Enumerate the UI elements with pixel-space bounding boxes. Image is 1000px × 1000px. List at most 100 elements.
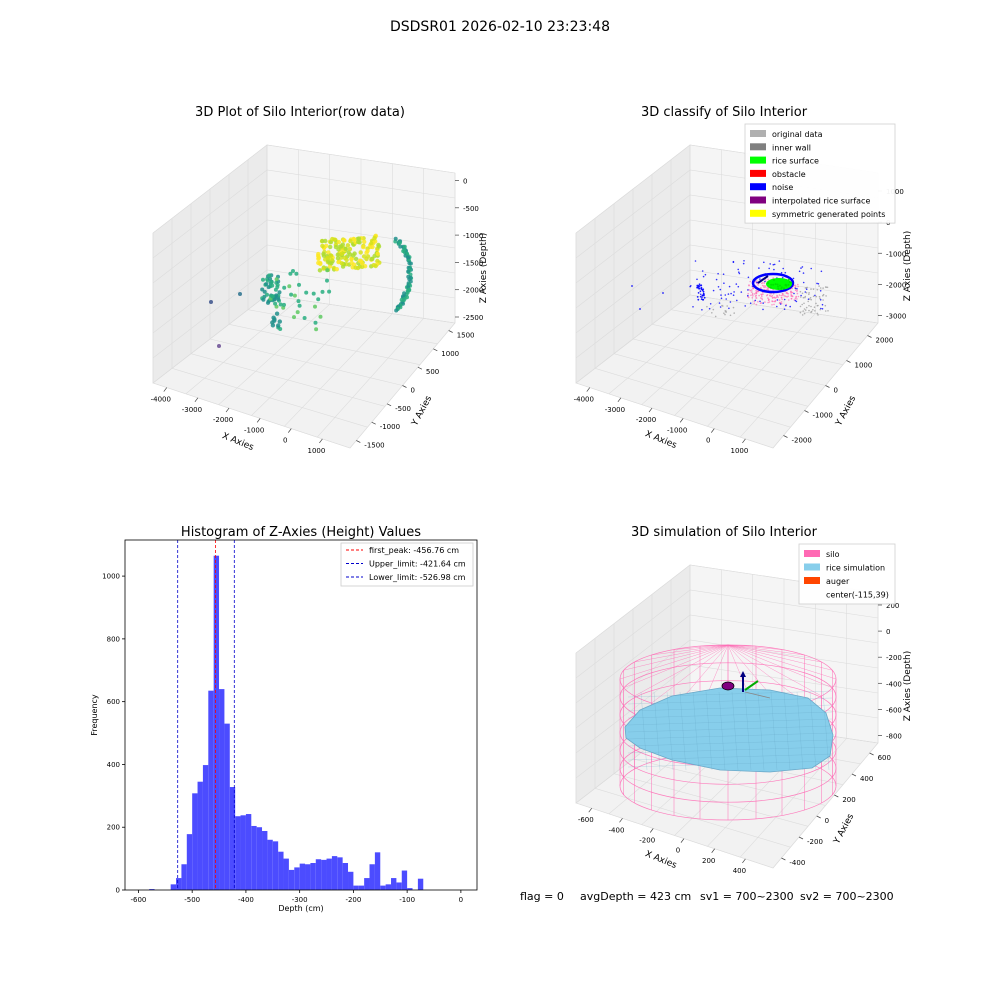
x-tick-mark [588, 807, 593, 813]
point [777, 296, 779, 299]
z-tick-label: -1000 [463, 232, 483, 240]
point [822, 293, 825, 296]
point [356, 236, 362, 241]
y-tick-mark [448, 330, 453, 333]
point [353, 265, 358, 270]
point [287, 284, 292, 289]
point [314, 327, 319, 332]
point [289, 292, 294, 297]
point [791, 291, 794, 294]
point [297, 303, 302, 308]
point [817, 283, 820, 285]
point [330, 236, 335, 242]
legend-label: symmetric generated points [772, 210, 885, 219]
point [325, 278, 329, 283]
point [737, 268, 739, 271]
point [696, 284, 699, 287]
legend-label: inner wall [772, 143, 811, 152]
x-tick-mark [225, 407, 230, 413]
y-tick-label: -2000 [792, 437, 812, 445]
point [755, 303, 758, 306]
y-tick-mark [869, 752, 874, 756]
y-tick-mark [781, 857, 786, 861]
point [794, 299, 797, 302]
point [743, 260, 745, 262]
histogram-bar [181, 864, 187, 890]
y-tick-label: 800 [107, 635, 120, 643]
point [343, 246, 348, 251]
point [780, 294, 782, 297]
auger-axis-y [744, 680, 759, 691]
point [796, 287, 798, 290]
point [781, 276, 784, 279]
point [817, 314, 819, 316]
rice-surface-mesh [624, 687, 834, 773]
simulation-plot-legend: silo rice simulation auger center(-115,39) [798, 543, 896, 605]
point [819, 308, 822, 311]
grid-line [670, 309, 861, 345]
point [744, 305, 746, 307]
point [824, 310, 827, 312]
y-tick-label: 1000 [441, 350, 459, 358]
point [321, 266, 326, 271]
histogram-x-label: Depth (cm) [278, 904, 323, 913]
point [755, 292, 757, 295]
point [737, 285, 740, 288]
point [729, 314, 732, 317]
silo-roof-wire [699, 644, 729, 647]
silo-roof-wire [651, 644, 729, 656]
point [277, 290, 282, 295]
y-tick-label: 200 [107, 824, 120, 832]
point [328, 253, 334, 258]
status-sv2: sv2 = 700~2300 [800, 890, 894, 903]
rice-mesh-line [627, 739, 833, 747]
point [787, 278, 790, 281]
point [825, 295, 827, 297]
point [717, 272, 719, 275]
y-tick-label: 1500 [457, 332, 475, 340]
point [316, 260, 321, 266]
point [804, 309, 807, 311]
point [733, 291, 735, 293]
point [296, 299, 301, 304]
point [360, 261, 365, 266]
point [783, 298, 786, 301]
point [786, 296, 788, 298]
rice-mesh-line [666, 691, 674, 771]
point [762, 308, 764, 311]
x-tick-mark [619, 818, 623, 823]
rice-mesh-line [653, 691, 661, 771]
histogram-bars [149, 555, 424, 890]
histogram-bar [380, 885, 386, 890]
histogram-bar [278, 851, 284, 890]
point [815, 295, 818, 298]
x-tick-mark [617, 397, 622, 403]
point [798, 270, 801, 273]
rice-mesh-line [705, 691, 713, 771]
histogram-title: Histogram of Z-Axies (Height) Values [181, 525, 421, 540]
simulation-plot-y-ticks: -400 -200 0 200 400 600 [781, 752, 891, 867]
point [821, 303, 824, 306]
point [773, 303, 775, 306]
rice-surface [624, 687, 834, 773]
x-tick-label: -100 [399, 896, 415, 904]
point [273, 301, 278, 306]
point [726, 305, 728, 307]
silo-roof-wire [727, 644, 837, 680]
silo-roof-wire [623, 644, 729, 671]
histogram-bar [224, 723, 230, 890]
point [764, 280, 766, 283]
point [803, 312, 806, 315]
point [780, 301, 783, 303]
y-tick-label: 0 [834, 387, 838, 395]
point [802, 272, 805, 274]
grid-line [247, 309, 438, 345]
y-tick-mark [834, 794, 839, 798]
x-tick-mark [680, 838, 685, 843]
point [781, 293, 784, 295]
histogram-bar [170, 884, 177, 890]
point [701, 270, 704, 272]
point [761, 297, 763, 300]
point [761, 284, 764, 287]
